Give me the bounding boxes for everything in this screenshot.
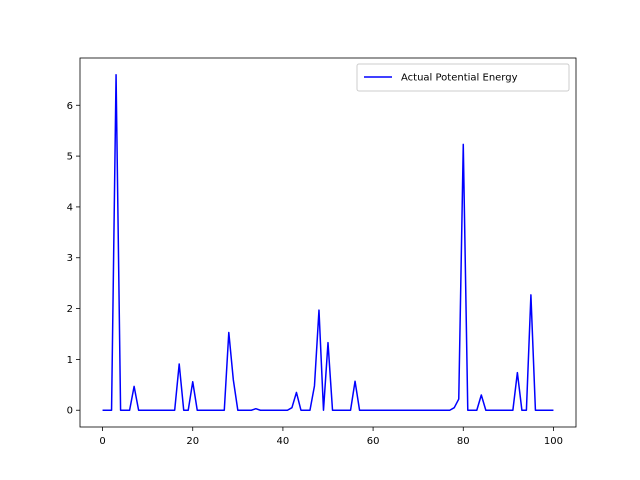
y-tick-label: 1 [67,355,73,366]
axes: 0 20 40 60 80 100 0 1 2 3 4 5 6 [67,57,577,447]
x-tick-label: 40 [277,436,290,447]
y-tick-label: 2 [67,304,73,315]
x-tick-label: 100 [544,436,563,447]
y-tick-label: 6 [67,101,73,112]
y-tick-label: 5 [67,152,73,163]
y-tick-label: 3 [67,253,73,264]
x-tick-label: 80 [457,436,470,447]
x-tick-label: 20 [186,436,199,447]
legend: Actual Potential Energy [356,63,570,92]
y-tick-label: 4 [67,202,73,213]
axes-frame [79,57,577,428]
x-tick-label: 60 [367,436,380,447]
legend-box [356,63,570,92]
plot-area [102,74,554,411]
series-line-1 [102,74,554,411]
legend-label: Actual Potential Energy [401,73,518,84]
x-tick-label: 0 [99,436,105,447]
y-tick-label: 0 [67,406,73,417]
